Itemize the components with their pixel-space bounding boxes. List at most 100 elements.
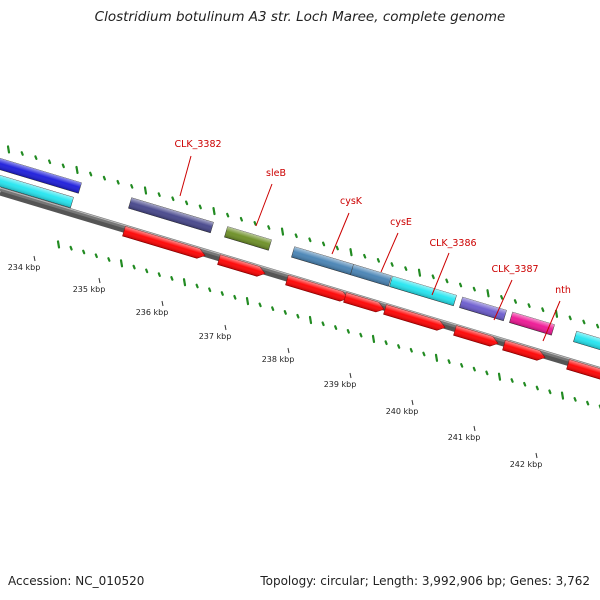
outer-track-dot [143,186,148,195]
gene-feature-clk_3382[interactable] [128,197,214,234]
gene-block-shade [389,276,457,306]
inner-track-dot [321,321,325,327]
gene-label-cyse: cysE [390,217,412,228]
gene-feature[interactable] [0,155,82,194]
ruler-label: 235 kbp [73,285,106,294]
outer-track-dot [267,225,271,230]
inner-track-dot [82,249,86,255]
inner-track-dot [170,276,174,281]
outer-track-dot [390,262,394,267]
inner-track-dot [434,353,439,362]
gc-content-dotted-track [6,145,600,329]
inner-track-dot [497,372,502,381]
gene-block-shade [350,264,392,287]
inner-track-dot [371,334,376,343]
inner-track-dot [573,397,577,402]
outer-track-dot [335,245,339,251]
inner-track-dot [460,363,464,368]
ruler-tick [473,425,476,432]
outer-track-dot [541,307,545,313]
gene-block-shade [509,312,555,336]
gene-feature[interactable] [0,172,74,209]
inner-track-dot [283,310,287,315]
inner-track-dot [447,359,451,364]
inner-track-dot [586,400,590,406]
outer-track-dot [486,289,490,298]
inner-track-dot [132,264,136,270]
genes-value: 3,762 [555,574,590,588]
backbone-highlight [0,187,600,369]
accession-text: Accession: NC_010520 [8,574,144,588]
gene-feature[interactable] [566,359,600,382]
gene-feature-nth[interactable] [509,311,555,336]
accession-value: NC_010520 [75,574,145,588]
gene-label-cysk: cysK [340,196,363,207]
inner-track-dot [119,259,124,268]
outer-track-dot [404,266,408,271]
feature-tracks [0,155,600,382]
outer-track-dot [308,237,312,243]
gene-feature[interactable] [217,254,267,278]
outer-track-dot [582,319,586,325]
gene-feature-clk_3387[interactable] [459,296,507,322]
outer-track-dot [376,258,380,263]
cds-arrow-shade [502,340,545,361]
inner-track-dot [334,325,338,330]
inner-track-dot [107,257,111,262]
ruler-tick [98,277,101,284]
ruler-tick [411,399,414,406]
outer-track-dot [527,303,531,308]
outer-track-dot [6,145,11,154]
inner-track-dot [359,332,363,338]
gene-block-shade [128,197,214,233]
gene-feature-clk_3386[interactable] [389,275,457,307]
outer-track-dot [157,192,161,197]
gene-feature[interactable] [122,226,207,260]
gene-feature[interactable] [573,330,600,353]
outer-track-dot [568,315,572,321]
inner-track-dot [145,268,149,274]
outer-track-dot [20,151,24,156]
inner-track-dot [560,391,565,400]
topology-label: Topology: [260,574,317,588]
inner-track-dot [195,283,199,289]
gene-feature-cysk[interactable] [291,246,354,276]
outer-track-dot [472,286,476,292]
outer-track-dot [75,165,79,175]
outer-track-dot [459,282,463,288]
gene-feature[interactable] [285,274,350,303]
cds-arrow-shade [343,292,384,312]
inner-track-dot [182,278,187,287]
accession-label: Accession: [8,574,72,588]
map-title: Clostridium botulinum A3 str. Loch Maree… [94,9,506,25]
outer-track-dot [554,309,559,318]
gene-feature[interactable] [502,340,547,362]
outer-track-dot [253,221,257,226]
gene-feature[interactable] [343,292,386,314]
inner-track-dot [220,291,224,296]
gene-label-clk_3386: CLK_3386 [429,238,476,249]
outer-track-dot [34,155,38,160]
inner-track-dot [422,351,426,357]
outer-track-dot [349,248,353,257]
gene-feature[interactable] [383,304,447,333]
genome-stats: Topology: circular; Length: 3,992,906 bp… [260,574,590,588]
gene-feature[interactable] [453,325,500,348]
outer-track-dot [280,227,285,236]
gene-feature-cyse[interactable] [350,264,392,287]
topology-value: circular [320,574,365,588]
outer-track-dot [294,233,298,239]
outer-track-dot [130,184,134,189]
ruler-tick [535,452,538,459]
label-leader-cysk [331,212,350,255]
inner-track-dot [510,378,514,383]
inner-track-dot [258,302,262,308]
cds-arrow-shade [122,226,206,259]
inner-track-dot [69,245,73,251]
inner-track-dot [308,315,313,325]
inner-track-dot [535,385,539,391]
outer-track-dot [417,268,422,277]
gene-feature-sleb[interactable] [224,226,272,251]
inner-track-dot [245,297,250,306]
